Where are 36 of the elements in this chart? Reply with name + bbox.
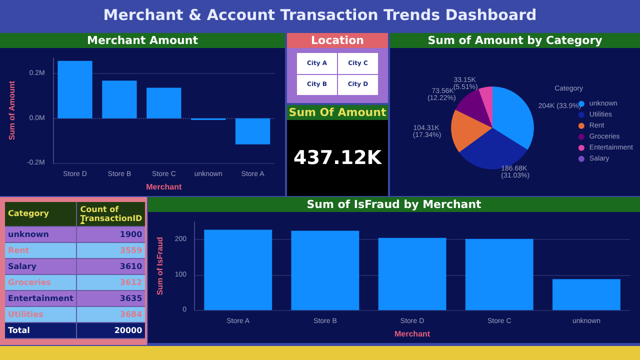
bar [235, 118, 270, 144]
y-axis-title: Sum of Amount [8, 80, 16, 140]
chart-title: Sum of Amount by Category [390, 33, 640, 48]
y-axis-title: Sum of IsFraud [156, 236, 164, 296]
category-label: Entertainment [5, 290, 77, 306]
text: Total [5, 322, 77, 338]
bar [552, 279, 620, 310]
chart-title: Merchant Amount [0, 33, 285, 48]
data-label: 3559 [76, 242, 146, 258]
category-label: Groceries [5, 274, 77, 290]
bar [465, 238, 534, 310]
bar [146, 88, 182, 118]
text: Location [287, 33, 388, 48]
bar [102, 80, 137, 118]
category-label: Rent [5, 242, 77, 258]
text: Merchant & Account Transaction Trends Dashboard [0, 0, 640, 30]
bar [291, 230, 360, 310]
category-label: Utilities [5, 306, 77, 322]
category-label: Salary [5, 258, 77, 274]
text: Category [5, 202, 77, 226]
text: 20000 [76, 322, 146, 338]
data-label: 3612 [76, 274, 146, 290]
chart-title: Sum of IsFraud by Merchant [148, 197, 640, 212]
data-label: 3635 [76, 290, 146, 306]
bar [378, 238, 446, 310]
text: Count of TransactionID [76, 202, 146, 226]
data-label: 3684 [76, 306, 146, 322]
x-axis-title: Merchant [146, 182, 182, 192]
category-label: unknown [5, 226, 77, 242]
text: 437.12K [292, 146, 383, 171]
text: Sum Of Amount [287, 105, 388, 120]
data-label: 3610 [76, 258, 146, 274]
x-axis-title: Merchant [394, 330, 430, 338]
bar [204, 230, 272, 310]
data-label: 1900 [76, 226, 146, 242]
bar [58, 60, 92, 118]
